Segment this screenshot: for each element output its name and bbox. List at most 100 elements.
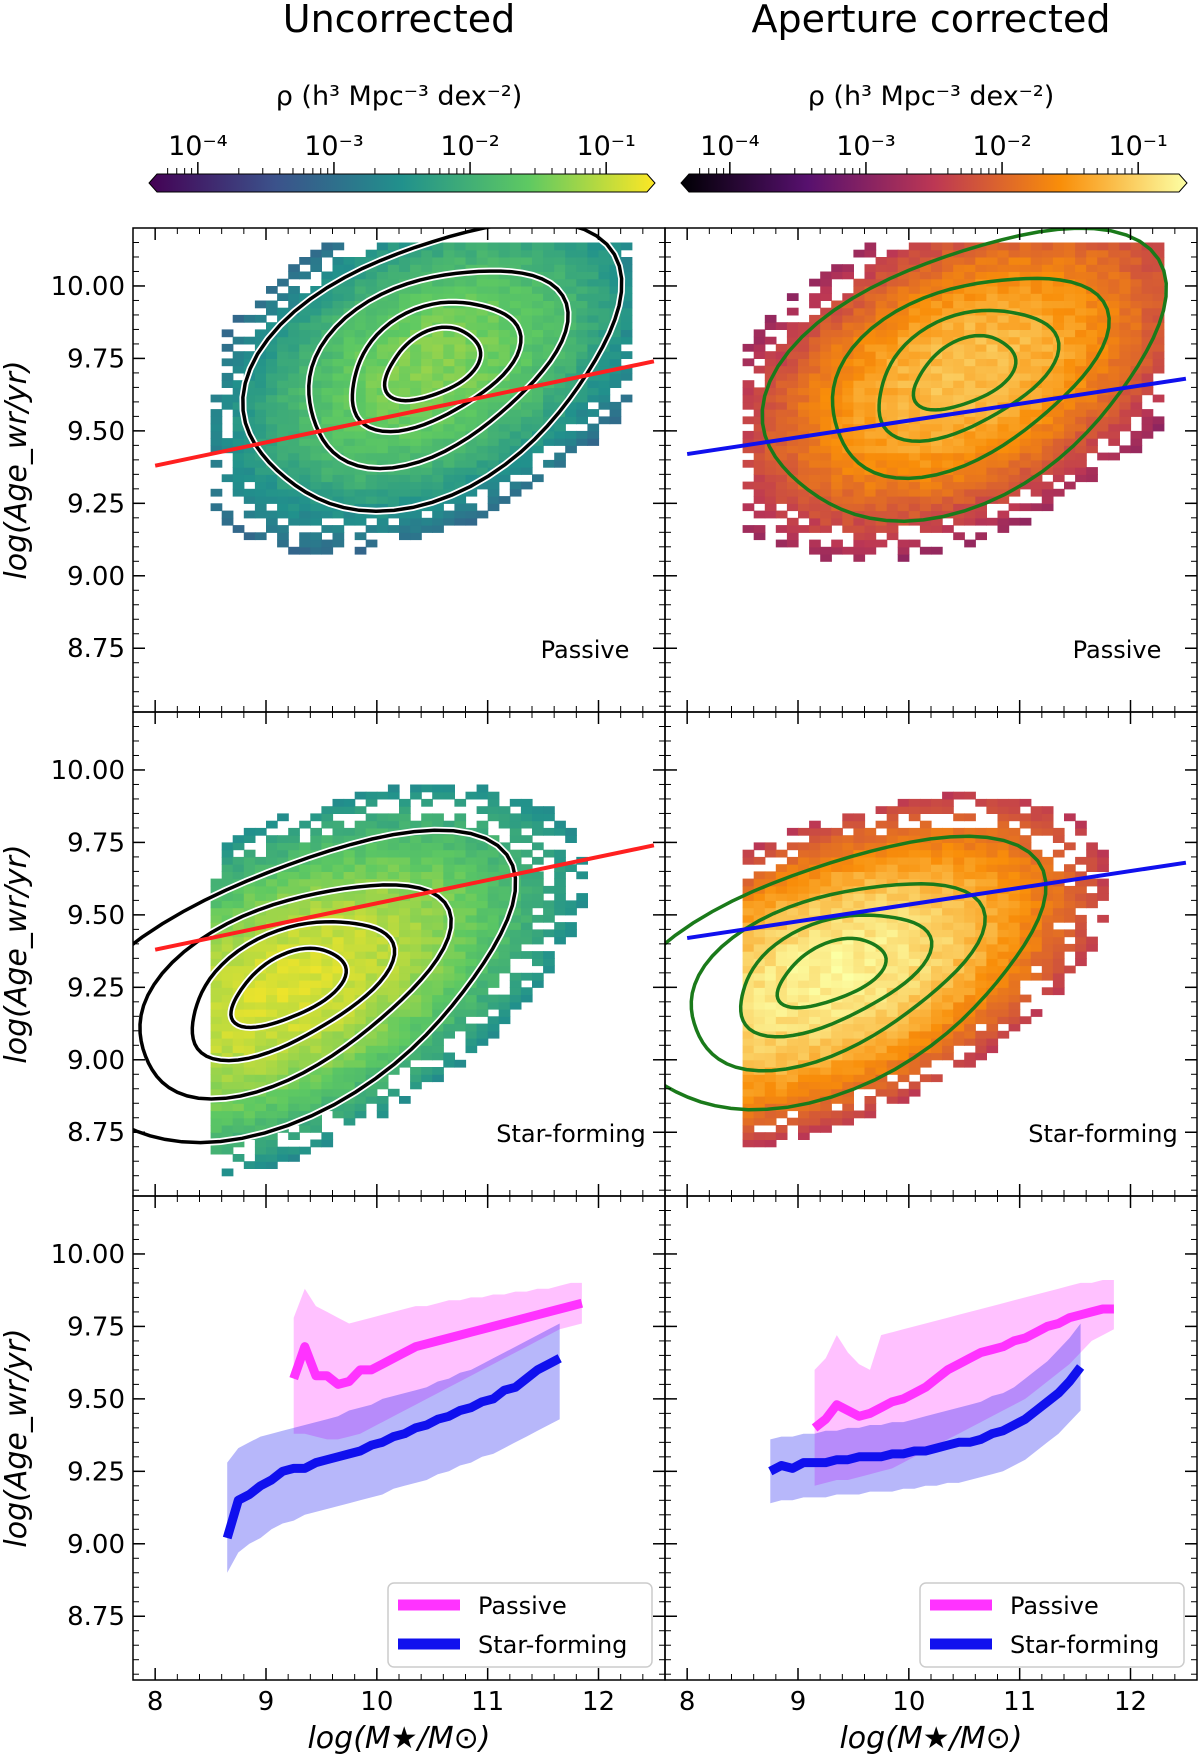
heatmap-cell	[931, 929, 943, 938]
heatmap-cell	[277, 481, 289, 490]
heatmap-cell	[1130, 380, 1143, 388]
heatmap-cell	[908, 329, 921, 338]
heatmap-cell	[919, 1023, 932, 1032]
heatmap-cell	[775, 849, 788, 858]
heatmap-cell	[1097, 329, 1109, 338]
heatmap-cell	[509, 972, 522, 981]
heatmap-cell	[465, 358, 478, 367]
heatmap-cell	[753, 951, 766, 959]
heatmap-cell	[620, 271, 633, 280]
heatmap-cell	[399, 257, 411, 265]
heatmap-cell	[742, 459, 755, 468]
heatmap-cell	[487, 972, 500, 981]
heatmap-cell	[410, 878, 422, 887]
heatmap-cell	[343, 878, 356, 887]
heatmap-cell	[343, 358, 356, 367]
heatmap-cell	[864, 900, 877, 909]
heatmap-cell	[221, 965, 234, 974]
heatmap-cell	[399, 965, 411, 974]
heatmap-cell	[476, 784, 489, 793]
heatmap-cell	[908, 835, 921, 843]
heatmap-cell	[454, 264, 467, 272]
heatmap-cell	[565, 358, 577, 367]
heatmap-cell	[853, 300, 866, 309]
heatmap-cell	[520, 900, 533, 909]
heatmap-cell	[1019, 885, 1032, 894]
heatmap-cell	[421, 958, 433, 967]
heatmap-cell	[1030, 958, 1043, 967]
heatmap-cell	[820, 994, 832, 1003]
heatmap-cell	[387, 1067, 400, 1075]
heatmap-cell	[232, 409, 245, 417]
heatmap-cell	[1075, 936, 1087, 945]
heatmap-cell	[1019, 820, 1032, 829]
heatmap-cell	[310, 546, 322, 555]
heatmap-cell	[576, 401, 588, 410]
heatmap-cell	[288, 1081, 300, 1090]
heatmap-cell	[354, 452, 367, 461]
heatmap-cell	[775, 951, 788, 959]
heatmap-cell	[786, 293, 799, 301]
heatmap-cell	[1075, 900, 1087, 909]
heatmap-cell	[243, 835, 256, 843]
heatmap-cell	[354, 1059, 367, 1068]
heatmap-cell	[942, 1001, 954, 1010]
heatmap-cell	[753, 401, 766, 410]
heatmap-cell	[975, 372, 987, 381]
heatmap-cell	[798, 387, 810, 396]
heatmap-cell	[809, 314, 821, 323]
heatmap-cell	[942, 936, 954, 945]
heatmap-cell	[310, 539, 322, 548]
heatmap-cell	[310, 929, 322, 938]
heatmap-cell	[864, 922, 877, 930]
heatmap-cell	[964, 264, 976, 272]
heatmap-cell	[942, 791, 954, 800]
heatmap-cell	[931, 885, 943, 894]
heatmap-cell	[1086, 249, 1098, 258]
heatmap-cell	[964, 1059, 976, 1068]
heatmap-cell	[520, 401, 533, 410]
heatmap-cell	[266, 842, 278, 851]
heatmap-cell	[1064, 452, 1076, 461]
heatmap-cell	[798, 827, 810, 836]
heatmap-cell	[1130, 394, 1143, 403]
heatmap-cell	[1030, 409, 1043, 417]
heatmap-cell	[1108, 271, 1120, 280]
heatmap-cell	[443, 496, 455, 504]
heatmap-cell	[1052, 459, 1065, 468]
heatmap-cell	[310, 322, 322, 330]
heatmap-cell	[897, 972, 910, 981]
heatmap-cell	[942, 459, 954, 468]
heatmap-cell	[243, 488, 256, 497]
heatmap-cell	[465, 249, 478, 258]
heatmap-cell	[853, 1074, 866, 1083]
heatmap-cell	[498, 893, 511, 901]
heatmap-cell	[942, 525, 954, 533]
heatmap-cell	[809, 394, 821, 403]
heatmap-cell	[254, 1038, 267, 1046]
heatmap-cell	[964, 249, 976, 258]
heatmap-cell	[853, 380, 866, 388]
heatmap-cell	[343, 958, 356, 967]
heatmap-cell	[365, 1052, 378, 1061]
heatmap-cell	[487, 394, 500, 403]
heatmap-cell	[908, 1088, 921, 1097]
heatmap-cell	[277, 958, 289, 967]
heatmap-cell	[842, 336, 854, 345]
heatmap-cell	[443, 943, 455, 952]
heatmap-cell	[742, 1052, 755, 1061]
heatmap-cell	[1030, 467, 1043, 475]
heatmap-cell	[886, 943, 899, 952]
heatmap-cell	[1019, 517, 1032, 526]
heatmap-cell	[520, 951, 533, 959]
heatmap-cell	[775, 914, 788, 923]
heatmap-cell	[454, 893, 467, 901]
heatmap-cell	[454, 307, 467, 316]
heatmap-cell	[520, 459, 533, 468]
heatmap-cell	[853, 871, 866, 880]
heatmap-cell	[953, 467, 965, 475]
heatmap-cell	[842, 314, 854, 323]
heatmap-cell	[1019, 372, 1032, 381]
heatmap-cell	[321, 806, 334, 814]
heatmap-cell	[299, 452, 311, 461]
